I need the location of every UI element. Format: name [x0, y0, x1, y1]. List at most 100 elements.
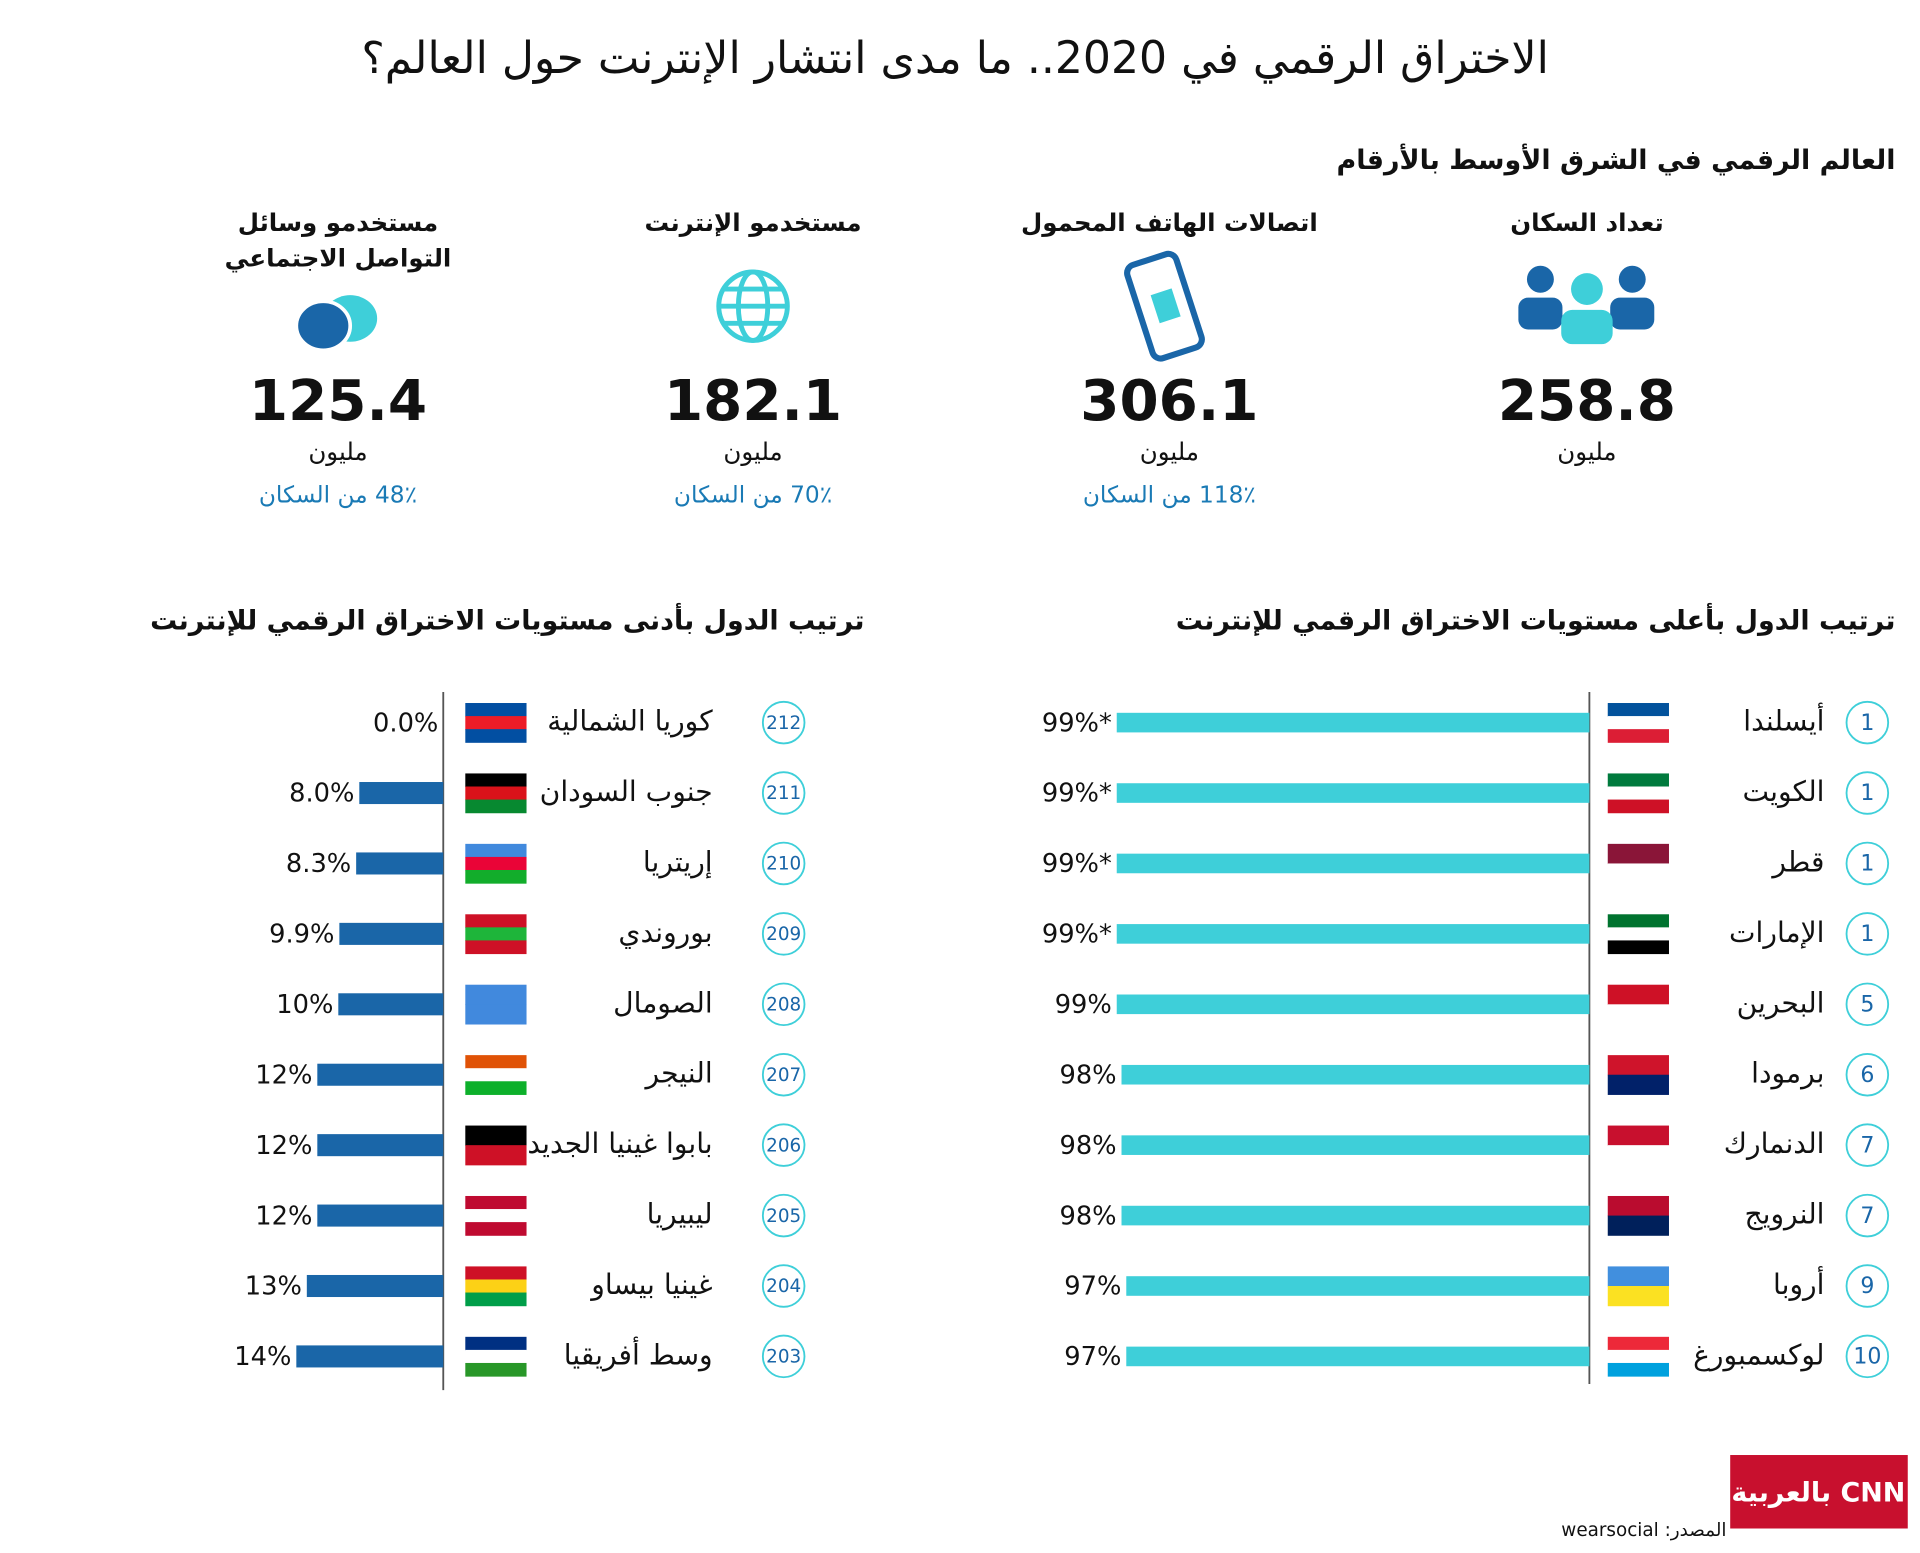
flag-stripe — [465, 1055, 527, 1069]
chart-title: ترتيب الدول بأدنى مستويات الاختراق الرقم… — [150, 603, 864, 637]
rank-circle — [1845, 1123, 1890, 1167]
bar — [1116, 924, 1590, 944]
rank-circle — [761, 700, 806, 745]
bar — [339, 922, 444, 945]
country-name: أروبا — [1773, 1265, 1824, 1301]
value-label: 10% — [276, 990, 333, 1020]
value-label: 99% — [1055, 990, 1112, 1020]
bar — [356, 852, 444, 875]
flag-stripe — [1607, 703, 1669, 717]
rank: 6 — [1860, 1063, 1874, 1088]
value-label: 0.0% — [373, 708, 438, 738]
value-label: 98% — [1059, 1201, 1116, 1231]
flag-stripe — [1607, 1362, 1669, 1377]
rank: 1 — [1860, 711, 1874, 736]
bar — [317, 1134, 444, 1157]
value-label: 99%* — [1042, 708, 1112, 738]
flag-stripe — [465, 843, 527, 858]
rank-circle — [1845, 771, 1890, 815]
rank-circle — [761, 982, 806, 1027]
stat-label: مستخدمو وسائل — [238, 208, 438, 238]
rank: 1 — [1860, 852, 1874, 877]
country-name: الكويت — [1743, 775, 1825, 808]
flag-stripe — [1607, 1266, 1669, 1287]
value-label: 8.3% — [286, 849, 351, 879]
bar — [1121, 1135, 1590, 1155]
flag-stripe — [1607, 927, 1669, 942]
rank-circle — [1845, 1334, 1890, 1379]
value-label: 98% — [1059, 1131, 1116, 1161]
rank: 7 — [1860, 1133, 1874, 1158]
country-name: بابوا غينيا الجديدة — [513, 1127, 713, 1160]
flag-stripe — [465, 914, 527, 928]
rank: 207 — [766, 1065, 801, 1086]
value-label: 14% — [234, 1342, 291, 1372]
rank: 209 — [766, 924, 801, 945]
value-label: 97% — [1064, 1272, 1121, 1302]
bar — [317, 1204, 444, 1227]
value-label: 97% — [1064, 1342, 1121, 1372]
flag-stripe — [465, 1068, 527, 1082]
rank-circle — [1845, 912, 1890, 956]
population-icon — [1518, 265, 1655, 345]
flag-stripe — [465, 1004, 527, 1025]
stat-unit: مليون — [1140, 437, 1199, 466]
country-name: جنوب السودان — [540, 775, 713, 808]
rank-circle — [1845, 1052, 1890, 1097]
country-name: ليبيريا — [647, 1198, 713, 1231]
rank-circle — [761, 1264, 806, 1308]
flag-stripe — [465, 773, 527, 788]
flag-stripe — [465, 1362, 527, 1377]
flag-stripe — [465, 716, 527, 730]
rank-circle — [1845, 982, 1890, 1027]
flag-stripe — [1607, 1286, 1669, 1307]
bar — [306, 1274, 444, 1298]
bar — [1121, 1064, 1590, 1085]
flag-stripe — [1607, 716, 1669, 730]
bar — [317, 1063, 444, 1086]
flag-stripe — [465, 1336, 527, 1351]
phone-icon — [1124, 250, 1205, 362]
rank-circle — [761, 1334, 806, 1379]
rank: 1 — [1860, 781, 1874, 806]
bar — [1116, 994, 1590, 1015]
country-name: الإمارات — [1729, 916, 1824, 949]
flag-stripe — [1607, 1125, 1669, 1146]
country-name: قطر — [1770, 845, 1824, 878]
rank: 7 — [1860, 1204, 1874, 1229]
flag-stripe — [465, 729, 527, 743]
stat-share: 48٪ من السكان — [259, 482, 417, 509]
stat-unit: مليون — [308, 437, 367, 466]
bar — [1116, 853, 1590, 874]
flag-stripe — [465, 1266, 527, 1281]
flag-stripe — [1607, 773, 1669, 788]
flag-stripe — [1607, 1195, 1669, 1217]
stat-value: 125.4 — [249, 369, 427, 434]
stat-unit: مليون — [723, 437, 782, 466]
flag-stripe — [1607, 1145, 1669, 1166]
flag-stripe — [465, 869, 527, 884]
title: الاختراق الرقمي في 2020.. ما مدى انتشار … — [361, 33, 1549, 84]
bar — [359, 782, 444, 805]
bar — [1126, 1346, 1590, 1367]
flag-stripe — [1607, 1349, 1669, 1364]
country-name: البحرين — [1737, 986, 1825, 1019]
country-name: النيجر — [644, 1057, 713, 1090]
rank: 9 — [1860, 1274, 1874, 1299]
stat-label: تعداد السكان — [1510, 208, 1663, 237]
bar — [1116, 712, 1590, 733]
rank: 1 — [1860, 922, 1874, 947]
country-name: برمودا — [1751, 1057, 1824, 1090]
rank: 5 — [1860, 993, 1874, 1018]
rank-circle — [761, 1123, 806, 1167]
value-label: 8.0% — [289, 779, 354, 809]
value-label: 99%* — [1042, 779, 1112, 809]
value-label: 9.9% — [269, 920, 334, 950]
value-label: 99%* — [1042, 849, 1112, 879]
flag-stripe — [1607, 1004, 1669, 1025]
rank-circle — [761, 1193, 806, 1238]
value-label: 12% — [255, 1201, 312, 1231]
flag-stripe — [465, 1279, 527, 1294]
rank-circle — [761, 1052, 806, 1097]
